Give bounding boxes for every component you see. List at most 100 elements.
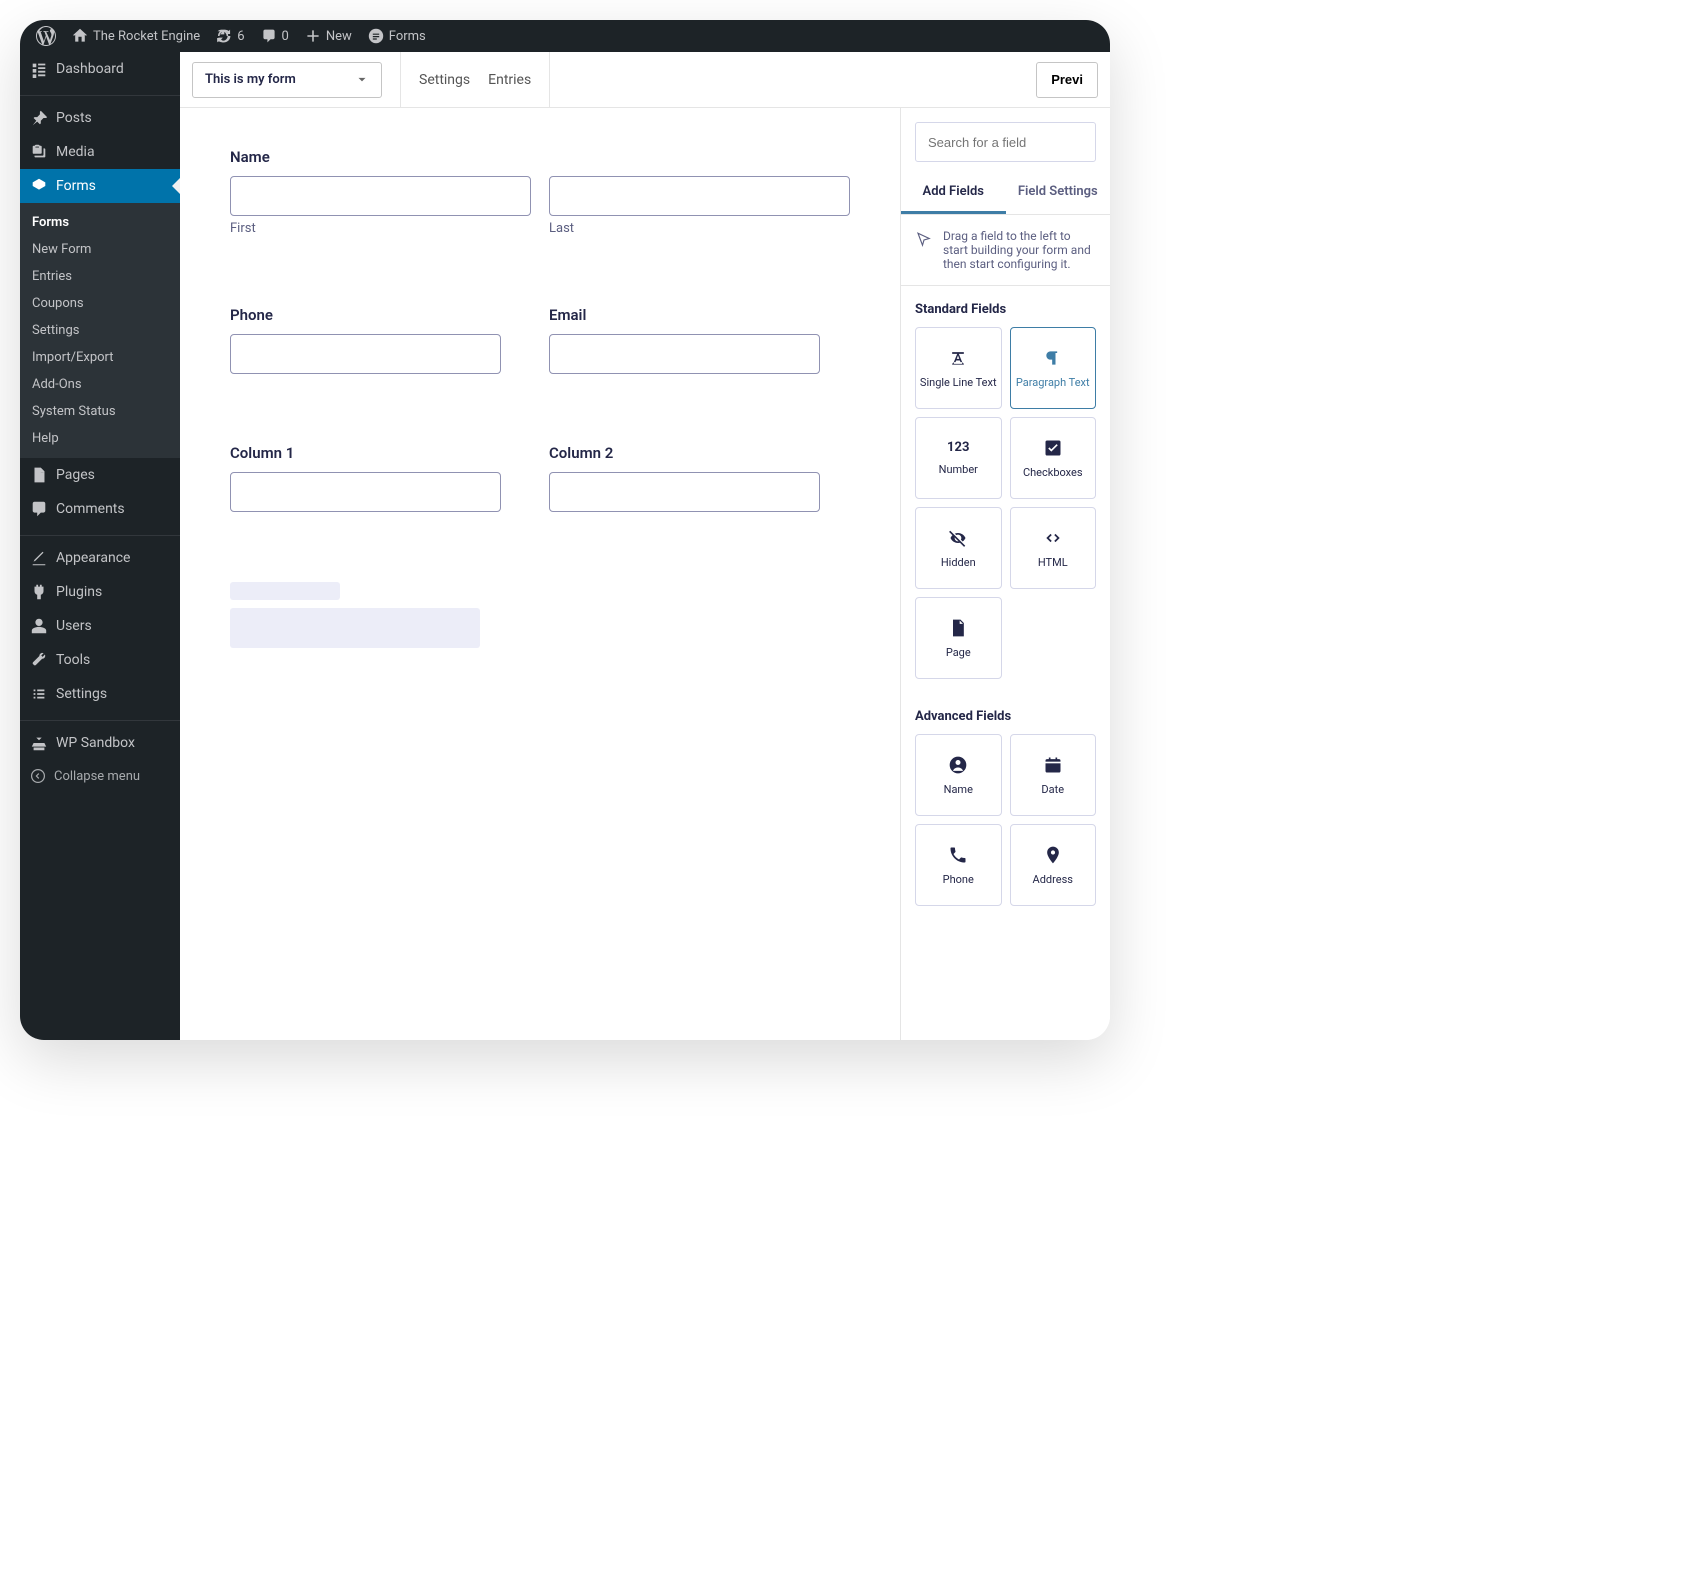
sandbox-icon [30, 734, 48, 752]
field-checkboxes[interactable]: Checkboxes [1010, 417, 1097, 499]
phone-input[interactable] [230, 334, 501, 374]
cursor-icon [915, 231, 933, 249]
field-phone[interactable]: Phone [230, 306, 531, 374]
field-paragraph-text[interactable]: Paragraph Text [1010, 327, 1097, 409]
submenu-system-status[interactable]: System Status [20, 398, 180, 425]
adminbar-updates[interactable]: 6 [208, 20, 252, 52]
text-icon [948, 348, 968, 368]
sidebar-submenu-forms: Forms New Form Entries Coupons Settings … [20, 203, 180, 458]
phone-icon [948, 845, 968, 865]
plus-icon [305, 28, 321, 44]
field-name[interactable]: Name First Last [230, 148, 850, 236]
submenu-coupons[interactable]: Coupons [20, 290, 180, 317]
submenu-forms[interactable]: Forms [20, 209, 180, 236]
calendar-icon [1043, 755, 1063, 775]
field-panel: Add Fields Field Settings Drag a field t… [900, 108, 1110, 1040]
placeholder-field [230, 582, 850, 648]
html-icon [1043, 528, 1063, 548]
field-hidden[interactable]: Hidden [915, 507, 1002, 589]
refresh-icon [216, 28, 232, 44]
submenu-settings[interactable]: Settings [20, 317, 180, 344]
topbar-settings[interactable]: Settings [419, 72, 470, 88]
forms-icon [368, 28, 384, 44]
last-name-input[interactable] [549, 176, 850, 216]
number-icon: 123 [947, 440, 969, 455]
sidebar-item-users[interactable]: Users [20, 609, 180, 643]
submenu-new-form[interactable]: New Form [20, 236, 180, 263]
collapse-icon [30, 768, 46, 784]
field-number[interactable]: 123 Number [915, 417, 1002, 499]
email-input[interactable] [549, 334, 820, 374]
sidebar-item-posts[interactable]: Posts [20, 101, 180, 135]
first-sublabel: First [230, 221, 531, 236]
new-label: New [326, 29, 352, 44]
users-icon [30, 617, 48, 635]
checkbox-icon [1043, 438, 1063, 458]
form-name: This is my form [205, 72, 296, 87]
form-selector[interactable]: This is my form [192, 62, 382, 98]
name-label: Name [230, 148, 850, 166]
email-label: Email [549, 306, 850, 324]
col1-input[interactable] [230, 472, 501, 512]
editor-topbar: This is my form Settings Entries Previ [180, 52, 1110, 108]
settings-icon [30, 685, 48, 703]
adminbar-site[interactable]: The Rocket Engine [64, 20, 208, 52]
hidden-icon [948, 528, 968, 548]
admin-sidebar: Dashboard Posts Media Forms Forms New Fo… [20, 52, 180, 1040]
chevron-down-icon [355, 73, 369, 87]
sidebar-item-media[interactable]: Media [20, 135, 180, 169]
main-content: This is my form Settings Entries Previ N… [180, 52, 1110, 1040]
phone-label: Phone [230, 306, 531, 324]
topbar-entries[interactable]: Entries [488, 72, 531, 88]
tab-add-fields[interactable]: Add Fields [901, 172, 1006, 214]
field-adv-date[interactable]: Date [1010, 734, 1097, 816]
field-single-line-text[interactable]: Single Line Text [915, 327, 1002, 409]
submenu-help[interactable]: Help [20, 425, 180, 452]
dashboard-icon [30, 60, 48, 78]
col2-input[interactable] [549, 472, 820, 512]
preview-button[interactable]: Previ [1036, 62, 1098, 98]
adminbar-forms[interactable]: Forms [360, 20, 434, 52]
sidebar-item-wp-sandbox[interactable]: WP Sandbox [20, 726, 180, 760]
paragraph-icon [1043, 348, 1063, 368]
submenu-entries[interactable]: Entries [20, 263, 180, 290]
sidebar-item-settings[interactable]: Settings [20, 677, 180, 711]
search-field-input[interactable] [915, 122, 1096, 162]
sidebar-item-appearance[interactable]: Appearance [20, 541, 180, 575]
col2-label: Column 2 [549, 444, 850, 462]
field-email[interactable]: Email [549, 306, 850, 374]
sidebar-item-forms[interactable]: Forms [20, 169, 180, 203]
field-adv-address[interactable]: Address [1010, 824, 1097, 906]
field-column2[interactable]: Column 2 [549, 444, 850, 512]
field-adv-phone[interactable]: Phone [915, 824, 1002, 906]
field-html[interactable]: HTML [1010, 507, 1097, 589]
wp-logo[interactable] [28, 20, 64, 52]
submenu-addons[interactable]: Add-Ons [20, 371, 180, 398]
standard-fields-title: Standard Fields [901, 286, 1110, 327]
pin-icon [30, 109, 48, 127]
field-page[interactable]: Page [915, 597, 1002, 679]
sidebar-item-pages[interactable]: Pages [20, 458, 180, 492]
first-name-input[interactable] [230, 176, 531, 216]
collapse-menu[interactable]: Collapse menu [20, 760, 180, 792]
field-adv-name[interactable]: Name [915, 734, 1002, 816]
adminbar-new[interactable]: New [297, 20, 360, 52]
last-sublabel: Last [549, 221, 850, 236]
updates-count: 6 [237, 29, 244, 44]
forms-menu-icon [30, 177, 48, 195]
page-icon [948, 618, 968, 638]
adminbar-comments[interactable]: 0 [253, 20, 297, 52]
field-column1[interactable]: Column 1 [230, 444, 531, 512]
media-icon [30, 143, 48, 161]
form-canvas: Name First Last [180, 108, 900, 1040]
advanced-fields-title: Advanced Fields [901, 693, 1110, 734]
sidebar-item-plugins[interactable]: Plugins [20, 575, 180, 609]
sidebar-item-comments[interactable]: Comments [20, 492, 180, 526]
sidebar-item-tools[interactable]: Tools [20, 643, 180, 677]
submenu-import-export[interactable]: Import/Export [20, 344, 180, 371]
location-icon [1043, 845, 1063, 865]
tab-field-settings[interactable]: Field Settings [1006, 172, 1111, 214]
site-name: The Rocket Engine [93, 29, 200, 44]
sidebar-item-dashboard[interactable]: Dashboard [20, 52, 180, 86]
col1-label: Column 1 [230, 444, 531, 462]
